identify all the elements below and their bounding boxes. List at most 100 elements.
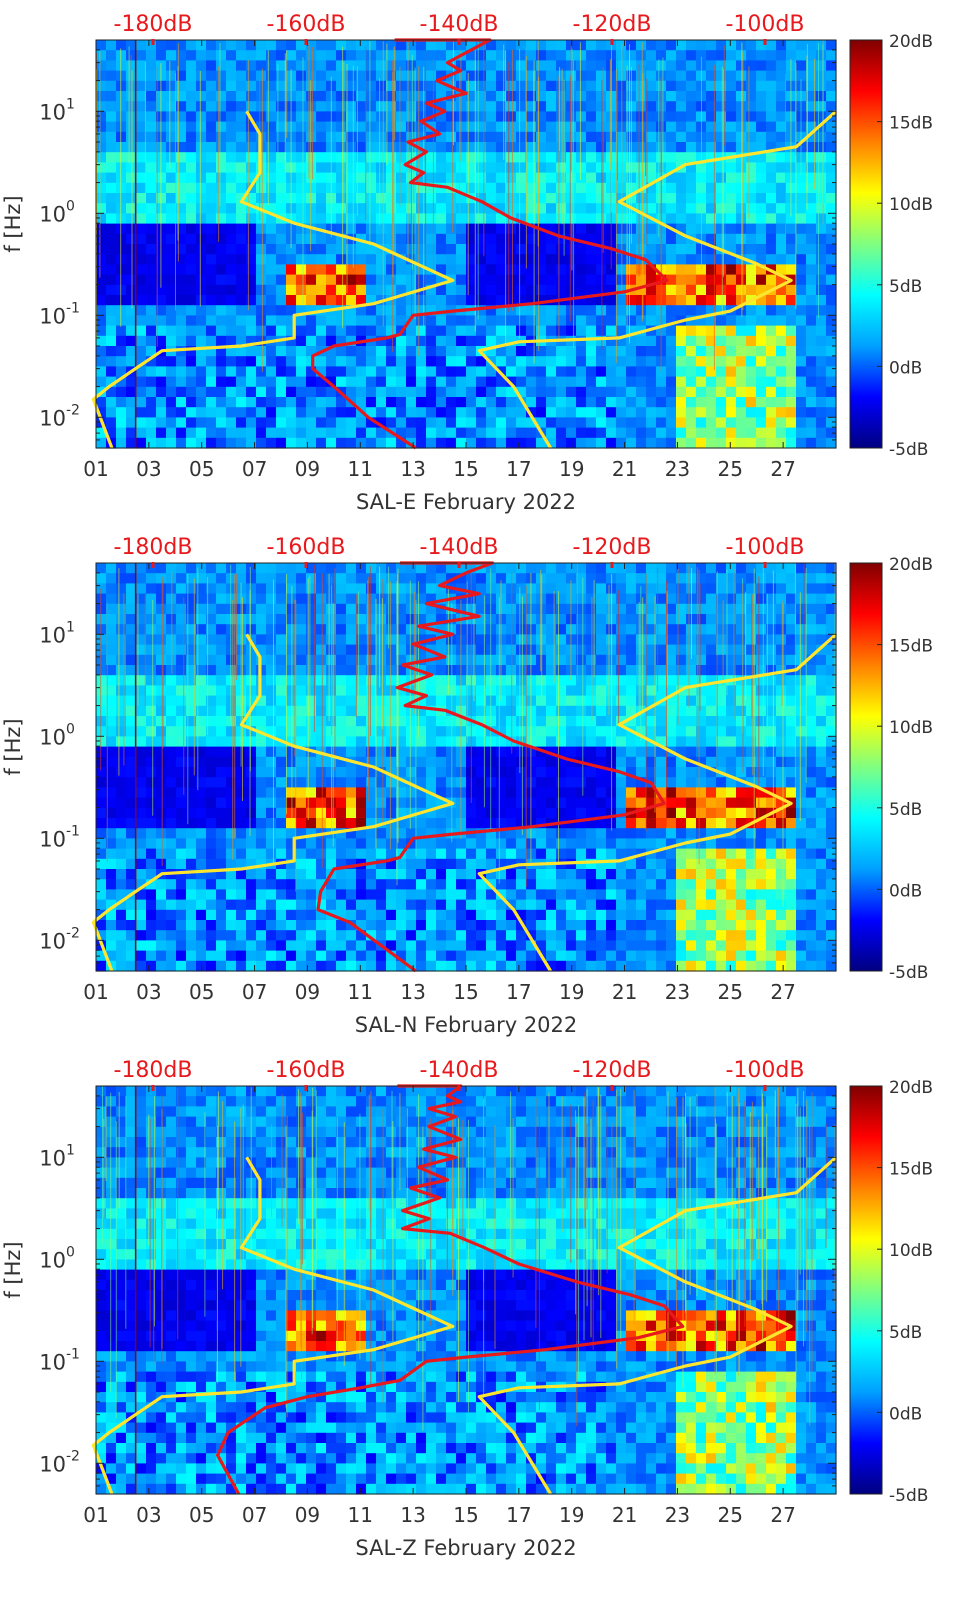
x-tick-label: 27 [770,1503,795,1527]
colorbar-tick-label: 5dB [889,800,922,820]
top-axis-label: -180dB [114,1058,193,1083]
y-tick-exponent: 0 [66,721,75,737]
y-tick-label: 10 [39,1248,66,1272]
y-tick-exponent: -2 [66,1448,80,1464]
y-tick-label: 10 [39,827,66,851]
noise-model-curve-2 [477,110,838,449]
colorbar-tick-label: 5dB [889,1323,922,1343]
heatmap-field [96,1086,837,1495]
x-tick-label: 03 [136,980,161,1004]
x-axis-label: SAL-Z February 2022 [355,1536,576,1560]
x-tick-label: 09 [295,457,320,481]
y-tick-label: 10 [39,202,66,226]
colorbar-tick-label: -5dB [889,963,928,983]
x-tick-label: 21 [612,980,637,1004]
y-axis-label: f [Hz] [1,1241,25,1298]
noise-model-curve-1 [91,110,455,449]
x-tick-label: 01 [83,980,108,1004]
top-axis-label: -160dB [267,1058,346,1083]
x-tick-label: 19 [559,1503,584,1527]
x-tick-label: 11 [348,980,373,1004]
x-tick-label: 07 [242,1503,267,1527]
colorbar: 20dB 15dB 10dB 5dB 0dB -5dB [849,555,933,983]
colorbar: 20dB 15dB 10dB 5dB 0dB -5dB [849,32,933,460]
colorbar-tick-label: 20dB [889,1078,933,1098]
y-tick-exponent: 0 [66,1244,75,1260]
x-tick-label: 03 [136,1503,161,1527]
x-tick-label: 13 [400,1503,425,1527]
x-tick-label: 23 [665,980,690,1004]
top-axis-label: -140dB [420,535,499,560]
x-tick-label: 17 [506,980,531,1004]
x-tick-label: 11 [348,457,373,481]
y-tick-exponent: 1 [66,96,75,112]
colorbar-tick-label: 5dB [889,277,922,297]
x-tick-label: 17 [506,1503,531,1527]
colorbar-tick-label: 10dB [889,718,933,738]
y-tick-exponent: -1 [66,1346,80,1362]
y-tick-label: 10 [39,406,66,430]
x-tick-label: 05 [189,1503,214,1527]
psd-curve [316,561,666,973]
x-tick-label: 25 [718,1503,743,1527]
noise-model-curve-1 [91,633,455,972]
y-tick-exponent: 1 [66,619,75,635]
top-axis-label: -100dB [726,12,805,37]
x-tick-label: 11 [348,1503,373,1527]
heatmap-field [96,563,837,972]
x-tick-label: 19 [559,980,584,1004]
top-axis-label: -120dB [573,1058,652,1083]
colorbar-tick-label: 10dB [889,1241,933,1261]
y-axis-label: f [Hz] [1,718,25,775]
x-tick-label: 25 [718,457,743,481]
colorbar-tick-label: 15dB [889,114,933,134]
x-tick-label: 27 [770,980,795,1004]
colorbar: 20dB 15dB 10dB 5dB 0dB -5dB [849,1078,933,1506]
colorbar-tick-label: -5dB [889,440,928,460]
colorbar-tick-label: 20dB [889,555,933,575]
noise-model-curve-1 [91,1156,455,1495]
x-tick-label: 15 [453,457,478,481]
y-tick-label: 10 [39,100,66,124]
x-axis-label: SAL-N February 2022 [355,1013,578,1037]
y-tick-label: 10 [39,1350,66,1374]
colorbar-tick-label: 15dB [889,1160,933,1180]
colorbar-tick-label: 0dB [889,1404,922,1424]
y-tick-exponent: -2 [66,402,80,418]
colorbar-tick-label: 0dB [889,881,922,901]
x-tick-label: 15 [453,980,478,1004]
x-axis-label: SAL-E February 2022 [356,490,576,514]
heatmap-field [96,40,837,449]
noise-model-curve-2 [477,633,838,972]
y-tick-label: 10 [39,1146,66,1170]
top-axis-label: -180dB [114,12,193,37]
x-tick-label: 21 [612,457,637,481]
x-tick-label: 01 [83,1503,108,1527]
top-axis-label: -100dB [726,1058,805,1083]
colorbar-tick-label: 10dB [889,195,933,215]
y-tick-exponent: -1 [66,823,80,839]
x-tick-label: 27 [770,457,795,481]
x-tick-label: 07 [242,980,267,1004]
top-axis-label: -160dB [267,535,346,560]
x-tick-label: 05 [189,457,214,481]
x-tick-label: 21 [612,1503,637,1527]
psd-curve [216,1084,685,1495]
x-tick-label: 01 [83,457,108,481]
y-tick-label: 10 [39,1452,66,1476]
x-tick-label: 09 [295,1503,320,1527]
top-axis-label: -140dB [420,12,499,37]
top-axis-label: -120dB [573,535,652,560]
psd-curve [311,38,669,450]
y-tick-label: 10 [39,725,66,749]
y-tick-label: 10 [39,304,66,328]
y-tick-exponent: -1 [66,300,80,316]
colorbar-tick-label: 0dB [889,358,922,378]
x-tick-label: 07 [242,457,267,481]
y-axis-label: f [Hz] [1,195,25,252]
x-tick-label: 09 [295,980,320,1004]
